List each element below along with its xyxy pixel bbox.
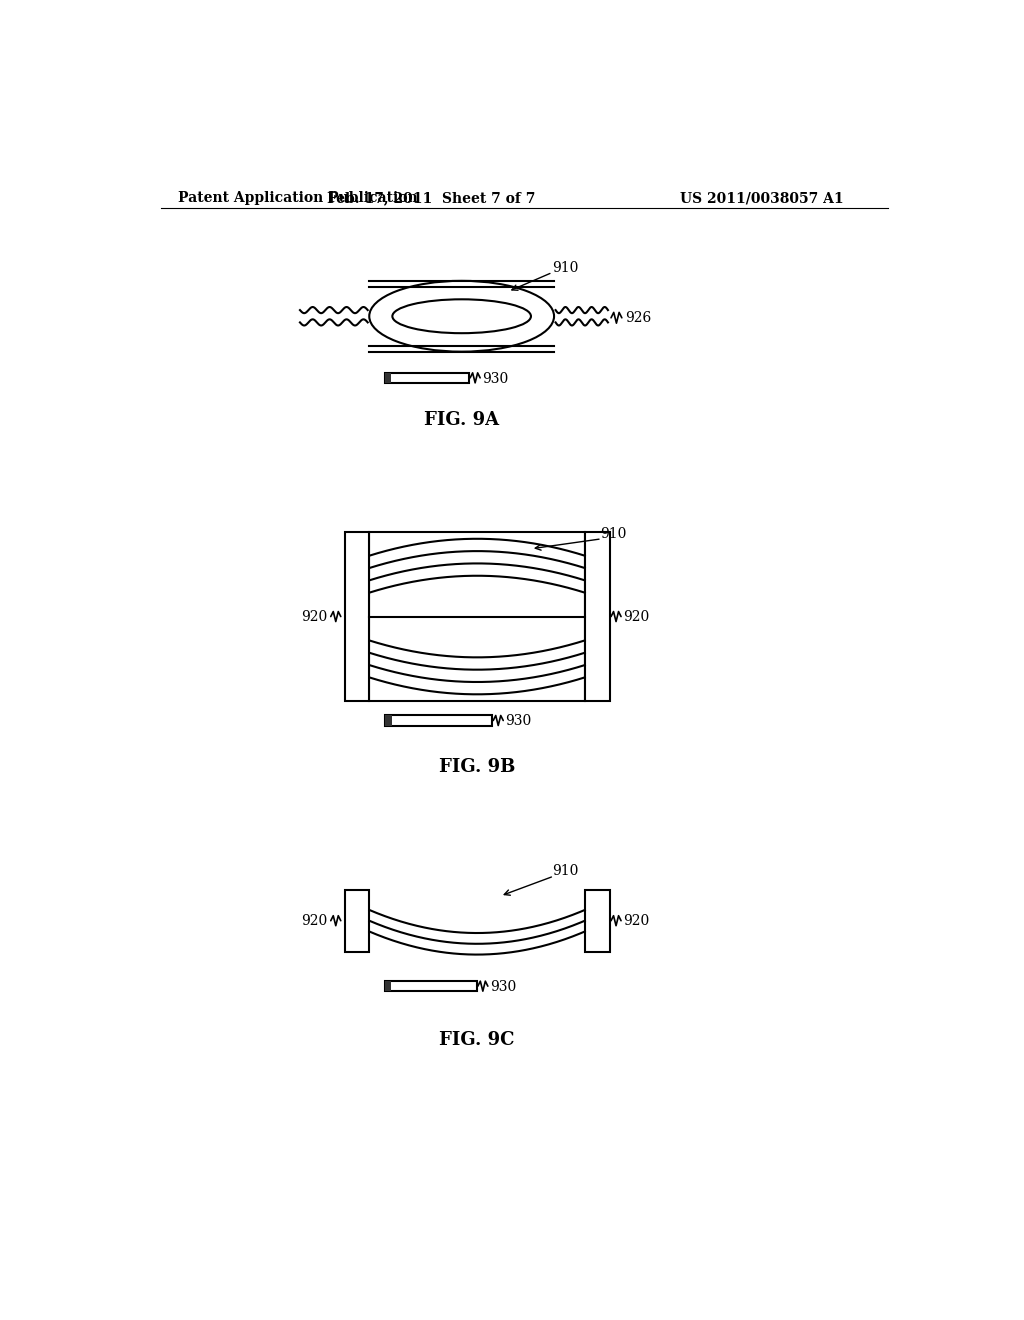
Text: US 2011/0038057 A1: US 2011/0038057 A1	[680, 191, 844, 206]
Text: 930: 930	[490, 979, 516, 994]
Text: FIG. 9A: FIG. 9A	[424, 412, 500, 429]
Ellipse shape	[392, 300, 531, 333]
Text: 920: 920	[624, 913, 649, 928]
Text: 920: 920	[301, 610, 328, 623]
Text: 910: 910	[600, 527, 627, 541]
Text: 926: 926	[625, 310, 651, 325]
Ellipse shape	[370, 281, 554, 351]
Text: 920: 920	[301, 913, 328, 928]
Bar	[385, 715, 392, 726]
Bar	[385, 715, 493, 726]
Text: Patent Application Publication: Patent Application Publication	[178, 191, 418, 206]
Text: 910: 910	[553, 865, 579, 878]
Bar	[345, 890, 370, 952]
Bar	[585, 532, 609, 701]
Text: FIG. 9B: FIG. 9B	[439, 758, 515, 776]
Bar	[385, 372, 469, 383]
Bar	[385, 981, 477, 991]
Text: Feb. 17, 2011  Sheet 7 of 7: Feb. 17, 2011 Sheet 7 of 7	[327, 191, 536, 206]
Text: 910: 910	[553, 261, 579, 275]
Text: 930: 930	[482, 372, 509, 385]
Text: FIG. 9C: FIG. 9C	[439, 1031, 515, 1049]
Bar	[385, 372, 391, 383]
Bar	[370, 532, 585, 701]
Bar	[585, 890, 609, 952]
Bar	[345, 532, 370, 701]
Bar	[385, 981, 391, 991]
Text: 930: 930	[506, 714, 531, 729]
Text: 920: 920	[624, 610, 649, 623]
